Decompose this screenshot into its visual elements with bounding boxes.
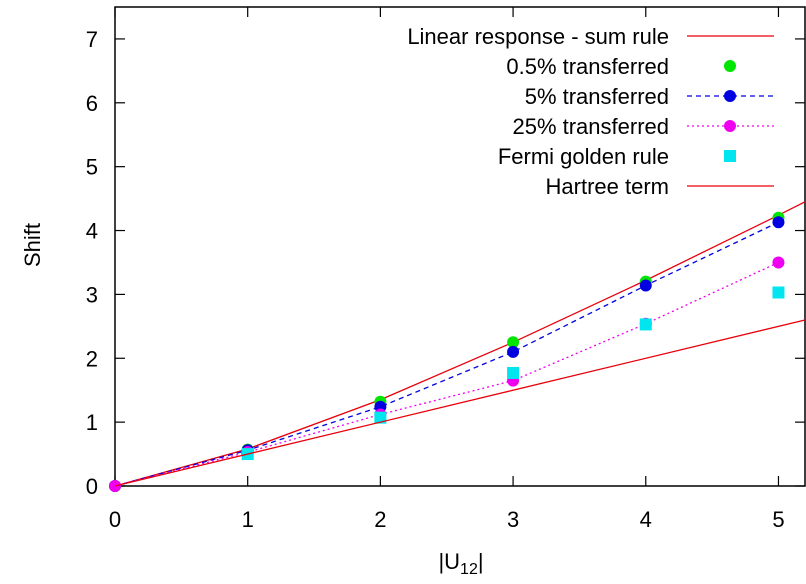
linear-response-sum-rule-legend-label: Linear response - sum rule: [407, 24, 669, 49]
fermi-golden-rule-point: [374, 411, 387, 424]
5-transferred-point: [772, 216, 785, 229]
25-transferred-line: [114, 261, 779, 487]
hartree-term-series: [114, 319, 806, 487]
legend: Linear response - sum rule 0.5% transferr…: [407, 24, 774, 199]
0-5-transferred-series: [109, 211, 785, 492]
y-tick-label: 1: [86, 410, 98, 435]
y-tick-label: 7: [86, 27, 98, 52]
5-transferred-line: [114, 221, 779, 487]
5-transferred-legend-marker: [724, 90, 736, 102]
y-axis-label: Shift: [20, 223, 45, 267]
y-tick-label: 5: [86, 155, 98, 180]
y-tick-label: 0: [86, 474, 98, 499]
y-tick-label: 3: [86, 282, 98, 307]
0-5-transferred-point: [507, 336, 520, 349]
axes: 0 1 2 3 4 5 0 1 2 3 4 5 6 7: [86, 6, 806, 532]
linear-response-sum-rule-line: [114, 201, 806, 487]
25-transferred-legend-marker: [724, 120, 736, 132]
x-tick-label: 1: [242, 507, 254, 532]
linear-response-sum-rule-series: [114, 201, 806, 487]
y-tick-label: 6: [86, 91, 98, 116]
x-axis-label-main: |U: [438, 549, 460, 574]
fermi-golden-rule-point: [507, 366, 520, 379]
5-transferred-point: [639, 279, 652, 292]
plot-series: [109, 201, 806, 492]
hartree-term-legend-label: Hartree term: [546, 174, 669, 199]
x-tick-label: 2: [374, 507, 386, 532]
25-transferred-point: [772, 256, 785, 269]
x-tick-label: 4: [640, 507, 652, 532]
0-5-transferred-legend-label: 0.5% transferred: [506, 54, 669, 79]
fermi-golden-rule-series: [241, 286, 785, 461]
hartree-term-line: [114, 319, 806, 487]
plot-frame: [114, 6, 806, 487]
x-axis-label-subscript: 12: [460, 561, 478, 578]
25-transferred-series: [109, 256, 785, 492]
fermi-golden-rule-legend-marker: [724, 150, 736, 162]
25-transferred-legend-label: 25% transferred: [512, 114, 669, 139]
fermi-golden-rule-point: [772, 286, 785, 299]
x-tick-label: 3: [507, 507, 519, 532]
5-transferred-series: [109, 216, 785, 492]
x-tick-label: 5: [772, 507, 784, 532]
fermi-golden-rule-point: [639, 318, 652, 331]
y-tick-label: 2: [86, 346, 98, 371]
x-axis-label: |U12|: [438, 549, 483, 578]
5-transferred-legend-label: 5% transferred: [525, 84, 669, 109]
y-tick-label: 4: [86, 219, 98, 244]
x-tick-label: 0: [109, 507, 121, 532]
x-axis-label-end: |: [478, 549, 484, 574]
0-5-transferred-legend-marker: [724, 60, 736, 72]
fermi-golden-rule-legend-label: Fermi golden rule: [498, 144, 669, 169]
5-transferred-point: [507, 345, 520, 358]
